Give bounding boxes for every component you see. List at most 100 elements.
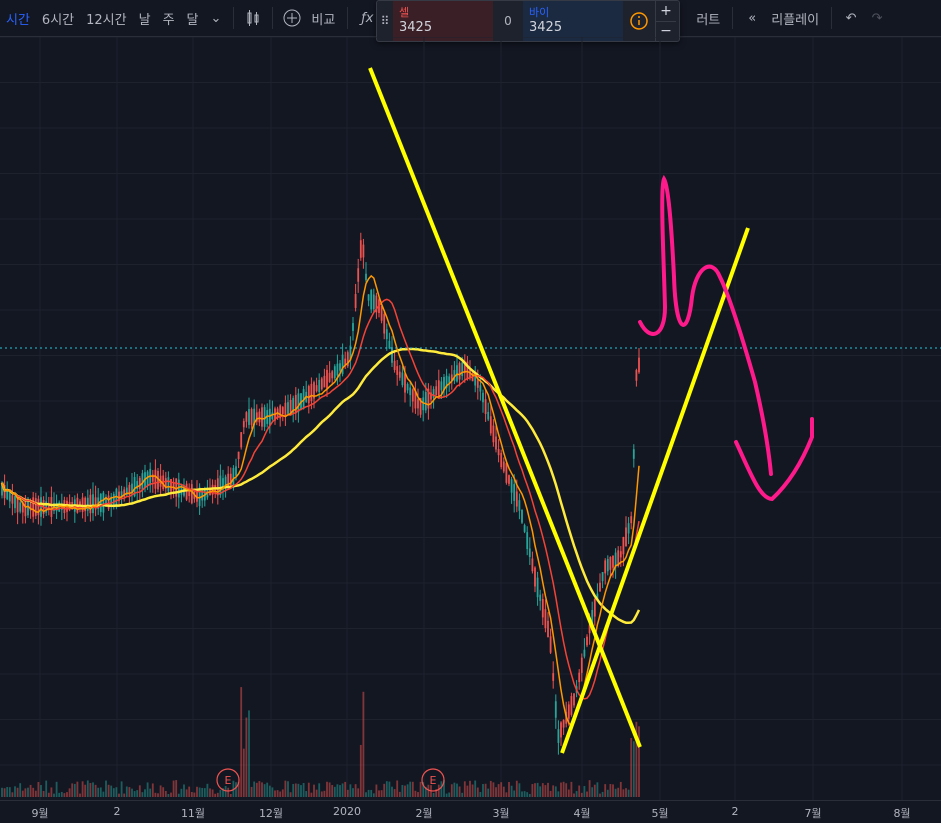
volume-bar <box>469 780 471 797</box>
candle-body <box>310 383 313 402</box>
trading-panel: ⠿ 셀 3425 0 바이 3425 + − <box>376 0 680 42</box>
candle-body <box>599 582 601 592</box>
earnings-marker-1[interactable]: E <box>216 768 240 792</box>
freehand-drawing[interactable] <box>638 174 814 502</box>
candle-body <box>414 390 417 409</box>
candle-body <box>567 704 570 719</box>
volume-bar <box>601 791 604 797</box>
volume-bar <box>409 781 412 797</box>
candle-body <box>235 466 237 476</box>
volume-bar <box>227 787 230 797</box>
volume-bar <box>365 792 367 797</box>
decrease-button[interactable]: − <box>656 20 676 42</box>
toolbar-divider <box>272 7 274 29</box>
interval-6h[interactable]: 6시간 <box>41 12 75 28</box>
info-icon[interactable] <box>623 1 655 41</box>
candle-body <box>430 392 432 400</box>
candle-body <box>523 525 526 532</box>
xaxis-label: 8월 <box>893 807 911 820</box>
undo-icon[interactable]: ↶ <box>845 10 857 26</box>
volume-bar <box>396 780 399 797</box>
volume-bar <box>206 783 209 797</box>
volume-bar <box>544 785 547 797</box>
volume-bar <box>583 786 586 797</box>
drag-handle-icon[interactable]: ⠿ <box>380 14 390 28</box>
candle-body <box>549 636 552 653</box>
candle-body <box>84 497 87 512</box>
price-chart[interactable]: E E <box>0 36 941 800</box>
candle-body <box>393 360 396 370</box>
volume-bar <box>427 784 430 797</box>
volume-bar <box>622 789 625 797</box>
interval-day[interactable]: 날 <box>138 12 151 28</box>
volume-bar <box>255 782 258 797</box>
chart-grid <box>0 36 941 800</box>
candle-body <box>263 407 266 427</box>
candle-body <box>562 720 565 728</box>
volume-bar <box>627 789 630 797</box>
xaxis-label: 12월 <box>258 807 284 820</box>
candle-body <box>21 501 24 513</box>
volume-bar <box>596 782 599 797</box>
volume-bar <box>318 783 321 797</box>
interval-1h[interactable]: 시간 <box>6 12 30 28</box>
candle-body <box>437 380 440 397</box>
interval-12h[interactable]: 12시간 <box>86 12 127 28</box>
volume-bar <box>157 793 159 797</box>
volume-bar <box>567 789 570 797</box>
volume-bar <box>580 792 583 797</box>
quantity-stepper[interactable]: + − <box>655 1 676 41</box>
candle-body <box>136 481 139 489</box>
volume-bar <box>307 782 310 797</box>
volume-bar <box>476 787 479 797</box>
candle-body <box>1 482 3 496</box>
volume-bar <box>258 781 261 797</box>
volume-bar <box>515 780 518 797</box>
candle-body <box>362 244 365 258</box>
buy-button[interactable]: 바이 3425 <box>523 1 623 41</box>
volume-bar <box>120 781 123 797</box>
volume-bar <box>541 783 544 797</box>
alert-button[interactable]: 러트 <box>696 12 721 28</box>
volume-bar <box>393 789 396 797</box>
volume-bar <box>557 791 560 797</box>
volume-bar <box>513 790 516 797</box>
volume-bar <box>591 787 594 797</box>
volume-bar <box>27 787 29 797</box>
candle-body <box>489 416 492 434</box>
interval-dropdown-chevron-icon[interactable]: ⌄ <box>210 10 222 26</box>
volume-bar <box>380 790 383 797</box>
interval-month[interactable]: 달 <box>186 12 199 28</box>
compare-button[interactable]: 비교 <box>311 12 336 28</box>
volume-bar <box>401 784 404 797</box>
candle-body <box>349 345 352 361</box>
candle-body <box>133 477 136 497</box>
candle-body <box>586 636 588 646</box>
volume-bar <box>84 784 87 797</box>
volume-bar <box>97 787 100 797</box>
earnings-marker-2[interactable]: E <box>421 768 445 792</box>
candle-style-icon[interactable] <box>240 5 266 31</box>
candle-body <box>32 497 35 517</box>
volume-bar <box>6 787 9 797</box>
candle-body <box>539 594 542 601</box>
replay-rewind-icon[interactable]: « <box>748 10 757 26</box>
candle-body <box>248 409 250 425</box>
candle-body <box>515 491 518 507</box>
redo-icon[interactable]: ↷ <box>871 10 883 26</box>
candle-body <box>367 294 370 301</box>
volume-bar <box>229 793 232 797</box>
candle-body <box>224 476 227 489</box>
compare-plus-icon[interactable] <box>279 5 305 31</box>
replay-button[interactable]: 리플레이 <box>771 12 820 28</box>
increase-button[interactable]: + <box>660 2 672 19</box>
trendline-down[interactable] <box>368 67 642 748</box>
indicators-fx-icon[interactable]: ƒx <box>361 10 374 26</box>
chart-canvas[interactable]: E E <box>0 36 941 800</box>
time-axis[interactable]: 9월 2 11월 12월 2020 2월 3월 4월 5월 2 7월 8월 <box>0 800 941 823</box>
sell-button[interactable]: 셀 3425 <box>393 1 493 41</box>
interval-week[interactable]: 주 <box>162 12 175 28</box>
candle-body <box>115 488 118 508</box>
volume-bar <box>177 793 180 797</box>
trendline-up[interactable] <box>560 227 750 754</box>
